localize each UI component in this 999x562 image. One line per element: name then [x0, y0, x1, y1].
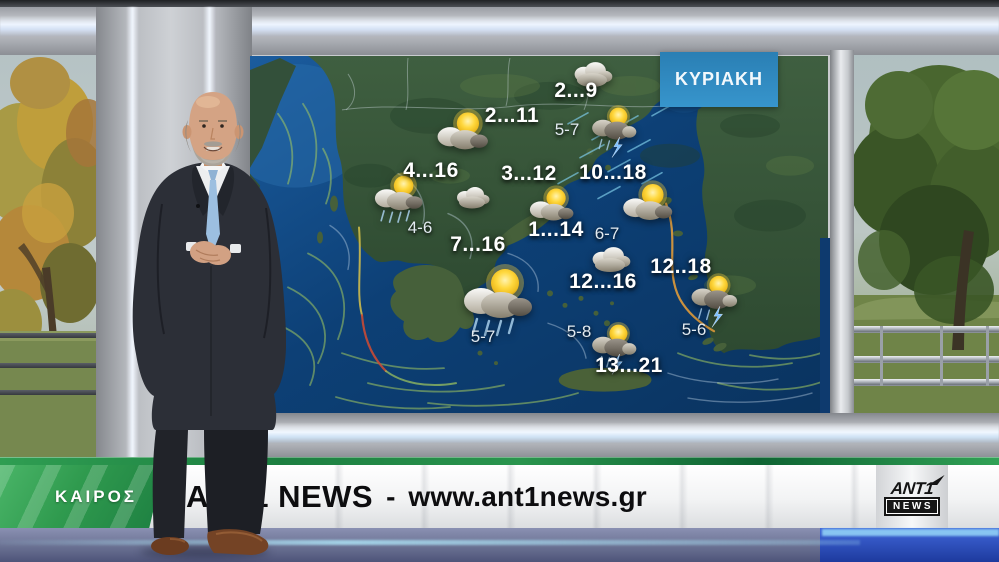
ant1-logo-wordmark: ANT1 [890, 474, 945, 498]
studio-window-left [0, 43, 96, 465]
beam-light-strip [238, 423, 999, 443]
category-label: ΚΑΙΡΟΣ [54, 486, 138, 506]
right-window-railing-bar [854, 379, 999, 386]
right-window-frame [830, 50, 854, 465]
channel-logo: ANT1 NEWS [876, 465, 948, 528]
left-window-railing-bar [0, 363, 96, 368]
website-url: www.ant1news.gr [408, 480, 647, 512]
greece-weather-map [250, 56, 828, 415]
left-window-railing-bar [0, 390, 96, 395]
right-window-railing-bar [854, 326, 999, 333]
day-label-box: ΚΥΡΙΑΚΗ [660, 52, 778, 107]
studio-bottom-beam [238, 413, 999, 463]
banner-green-edge [0, 457, 999, 465]
category-badge: ΚΑΙΡΟΣ [0, 465, 164, 528]
ant1-logo-arrow-icon [928, 474, 945, 485]
right-window-railing-bar [854, 356, 999, 363]
day-label: ΚΥΡΙΑΚΗ [674, 69, 763, 89]
frame-top-edge [0, 0, 999, 7]
autumn-tree [0, 57, 96, 465]
ant1-logo-news-box: NEWS [886, 498, 938, 514]
floor-light-streak [0, 540, 860, 545]
ticker-separator: - [386, 480, 396, 512]
studio-window-right [854, 50, 999, 413]
left-window-railing-bar [0, 333, 96, 338]
green-tree [854, 65, 999, 413]
map-side-bezel [820, 238, 832, 414]
weather-presenter [132, 92, 286, 555]
floor-light-streak [822, 529, 999, 536]
